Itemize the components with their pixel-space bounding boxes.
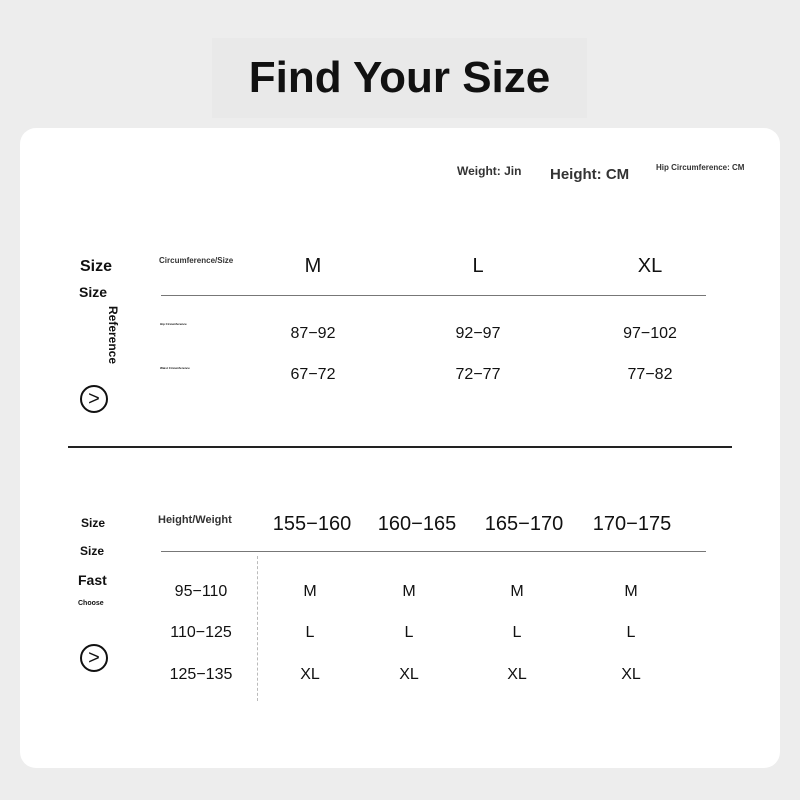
divider <box>161 551 706 552</box>
height-header: 165−170 <box>484 513 564 535</box>
section-divider <box>68 446 732 448</box>
row-label: Hip Circumference <box>160 322 187 326</box>
cell: L <box>305 624 315 641</box>
table-header: Circumference/Size <box>159 256 234 265</box>
size-header: XL <box>637 255 663 277</box>
weight-cell: 110−125 <box>170 624 232 641</box>
cell: 97−102 <box>623 325 677 342</box>
size-chart-card <box>20 128 780 768</box>
cell: 67−72 <box>290 366 336 383</box>
height-header: 160−165 <box>377 513 457 535</box>
cell: XL <box>399 666 419 683</box>
row-label: Waist Circumference <box>160 366 190 370</box>
cell: 77−82 <box>627 366 673 383</box>
cell: 87−92 <box>290 325 336 342</box>
divider <box>161 295 706 296</box>
cell: XL <box>621 666 641 683</box>
cell: M <box>303 583 317 600</box>
cell: M <box>510 583 524 600</box>
side-label: Size <box>79 284 108 300</box>
size-header: L <box>472 255 484 277</box>
side-label: Fast <box>78 572 107 588</box>
page-title: Find Your Size <box>212 38 587 118</box>
side-label: Size <box>80 258 113 275</box>
chevron-right-circle-icon[interactable]: > <box>80 644 108 672</box>
height-header: 170−175 <box>592 513 672 535</box>
cell: L <box>512 624 522 641</box>
cell: L <box>404 624 414 641</box>
size-header: M <box>304 255 322 277</box>
cell: 92−97 <box>455 325 501 342</box>
cell: XL <box>507 666 527 683</box>
side-label: Size <box>80 544 105 558</box>
chevron-right-circle-icon[interactable]: > <box>80 385 108 413</box>
unit-weight: Weight: Jin <box>457 164 522 178</box>
cell: M <box>402 583 416 600</box>
weight-cell: 95−110 <box>174 583 228 600</box>
side-label: Reference <box>106 306 120 365</box>
cell: XL <box>300 666 320 683</box>
side-label: Size <box>81 516 106 530</box>
table-header: Height/Weight <box>158 514 232 526</box>
column-divider <box>257 556 258 701</box>
cell: L <box>626 624 636 641</box>
side-label: Choose <box>78 600 104 607</box>
height-header: 155−160 <box>272 513 352 535</box>
cell: M <box>624 583 638 600</box>
unit-hip: Hip Circumference: CM <box>656 163 745 172</box>
unit-height: Height: CM <box>550 166 630 183</box>
cell: 72−77 <box>455 366 501 383</box>
weight-cell: 125−135 <box>169 666 233 683</box>
